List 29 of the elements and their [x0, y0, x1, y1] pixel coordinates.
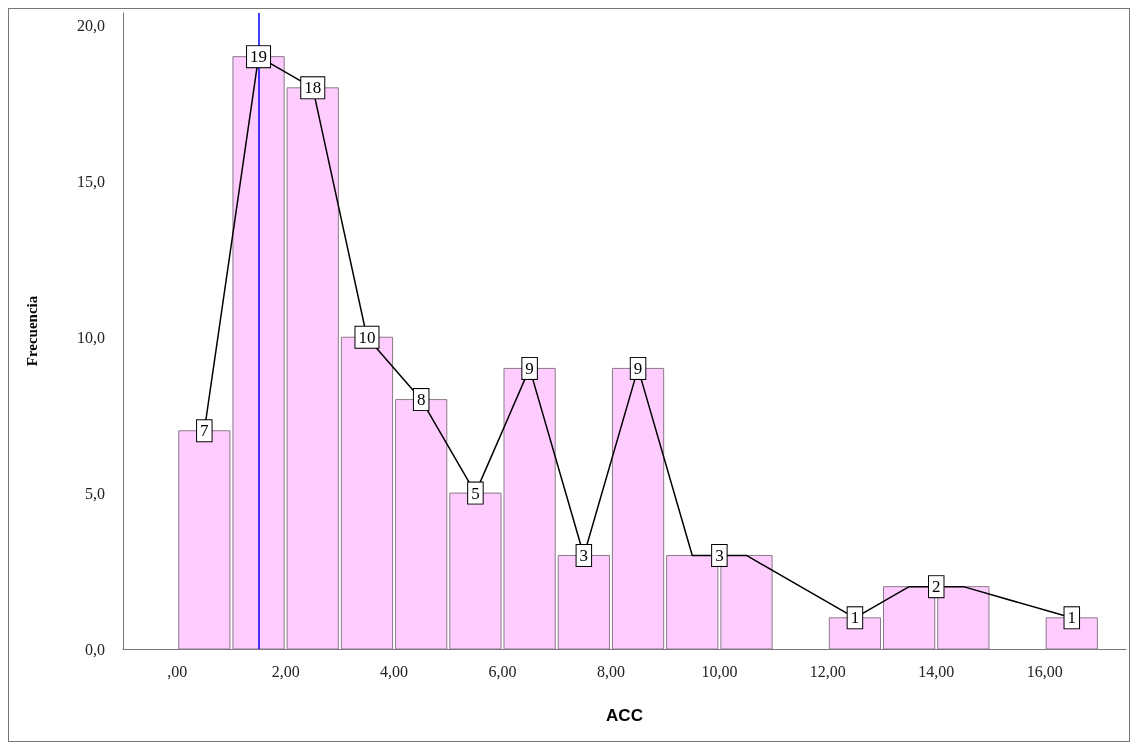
- x-axis-title: ACC: [606, 706, 643, 725]
- annotation: 2: [931, 577, 941, 597]
- annotation: 8: [416, 390, 426, 410]
- annotation: 10: [358, 327, 376, 347]
- annotation: 18: [304, 78, 322, 98]
- y-tick-label: 5,0: [85, 484, 105, 502]
- annotation: 3: [579, 545, 589, 565]
- annotation: 9: [633, 358, 643, 378]
- x-tick-label: 4,00: [380, 662, 409, 680]
- x-tick-label: 14,00: [918, 662, 955, 680]
- y-tick-label: 10,0: [77, 328, 105, 346]
- x-tick-label: 2,00: [271, 662, 300, 680]
- annotation: 19: [250, 47, 268, 67]
- y-tick-label: 15,0: [77, 172, 105, 190]
- x-tick-label: 12,00: [809, 662, 846, 680]
- x-tick-label: 6,00: [488, 662, 517, 680]
- annotation: 1: [850, 608, 860, 628]
- x-tick-label: ,00: [167, 662, 188, 680]
- x-tick-label: 16,00: [1026, 662, 1063, 680]
- y-tick-label: 0,0: [85, 640, 105, 658]
- x-tick-label: 10,00: [701, 662, 738, 680]
- x-tick-label: 8,00: [596, 662, 625, 680]
- y-axis-title: Frecuencia: [23, 295, 40, 367]
- annotation: 3: [715, 545, 724, 565]
- annotation: 5: [471, 483, 480, 503]
- y-tick-label: 20,0: [77, 16, 105, 34]
- annotation: 7: [200, 421, 210, 441]
- annotation: 1: [1067, 608, 1077, 628]
- annotation: 9: [525, 358, 534, 378]
